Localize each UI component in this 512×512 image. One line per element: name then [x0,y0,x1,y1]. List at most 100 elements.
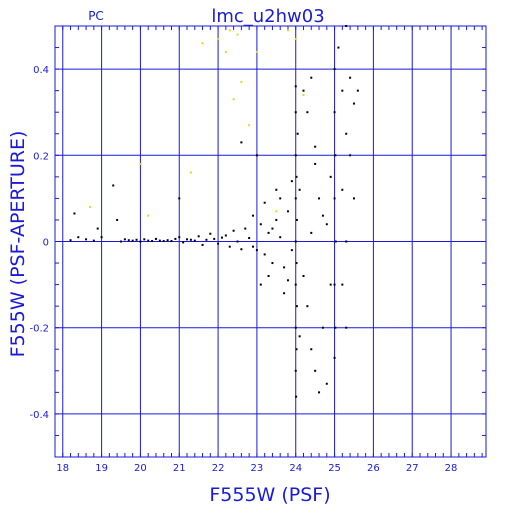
data-point [236,240,239,243]
data-point [286,279,289,282]
data-point [345,25,348,27]
data-point [255,249,258,252]
data-point [271,262,274,265]
x-axis-label: F555W (PSF) [209,484,330,506]
data-point [333,197,336,200]
data-point [294,197,297,200]
data-point [92,239,95,242]
data-point [279,236,282,239]
data-point [318,391,321,394]
data-point [217,242,220,245]
data-point [290,180,293,183]
x-tick-label: 19 [95,463,108,474]
data-point [294,111,297,114]
data-point [283,292,286,295]
data-point [112,184,115,187]
data-point [295,262,298,265]
data-point [294,85,297,88]
data-point [321,214,324,217]
data-point [294,240,297,243]
y-axis-label: F555W (PSF-APERTURE) [7,131,29,358]
data-point [182,241,185,244]
data-point [116,218,119,221]
minor-ticks [54,25,486,458]
data-point [267,274,270,277]
chart-subtitle: PC [88,9,104,23]
data-point [123,238,126,241]
data-point [333,68,336,71]
y-tick-label: 0 [43,238,49,249]
data-point [201,42,204,45]
data-point [224,50,227,53]
data-point [345,132,348,135]
data-point [306,305,309,308]
data-point [255,50,258,53]
data-point [310,231,313,234]
data-point [120,240,123,243]
data-point [100,236,103,239]
data-point [295,218,298,221]
data-point [294,369,297,372]
data-point [286,210,289,213]
data-point [295,305,298,308]
y-tick-label: -0.4 [29,410,49,421]
data-point [341,188,344,191]
data-point [314,145,317,148]
data-point [295,348,298,351]
data-point [147,239,150,242]
data-point [341,89,344,92]
data-point [334,326,337,329]
data-point [298,188,301,191]
data-point [263,201,266,204]
data-point [131,239,134,242]
data-point [275,188,278,191]
data-point [302,93,305,96]
data-point [279,197,282,200]
data-point [96,227,99,230]
data-point [296,132,299,135]
data-point [224,234,227,237]
data-point [151,240,154,243]
data-point [310,76,313,79]
data-point [298,335,301,338]
data-point [334,154,337,157]
data-point [189,171,192,174]
data-point [178,236,181,239]
x-tick-label: 25 [328,463,341,474]
data-point [139,240,142,243]
data-point [174,237,177,240]
data-point [166,239,169,242]
data-point [240,81,243,84]
data-point [228,245,231,248]
data-point [259,223,262,226]
data-point [345,240,348,243]
data-point [295,395,298,398]
data-point [302,274,305,277]
data-point [154,237,157,240]
y-tick-labels: 0.4 0.2 0 -0.2 -0.4 [29,65,49,421]
data-point [143,238,146,241]
x-tick-label: 21 [173,463,186,474]
x-tick-labels: 18 19 20 21 22 23 24 25 26 27 28 [56,463,457,474]
grid [55,26,486,457]
data-point [85,238,88,241]
data-point [197,235,200,238]
x-tick-label: 20 [134,463,147,474]
data-point [147,214,150,217]
y-tick-label: 0.2 [33,151,49,162]
x-tick-label: 28 [445,463,458,474]
data-point [333,356,336,359]
data-point [186,238,189,241]
chart-title: lmc_u2hw03 [211,6,324,27]
data-point [205,238,208,241]
data-point [248,124,251,127]
data-point [349,76,352,79]
data-point [77,236,80,239]
data-points [69,25,359,398]
data-point [314,162,317,165]
data-point [325,223,328,226]
data-point [88,206,91,209]
data-point [135,238,138,241]
data-point [213,237,216,240]
